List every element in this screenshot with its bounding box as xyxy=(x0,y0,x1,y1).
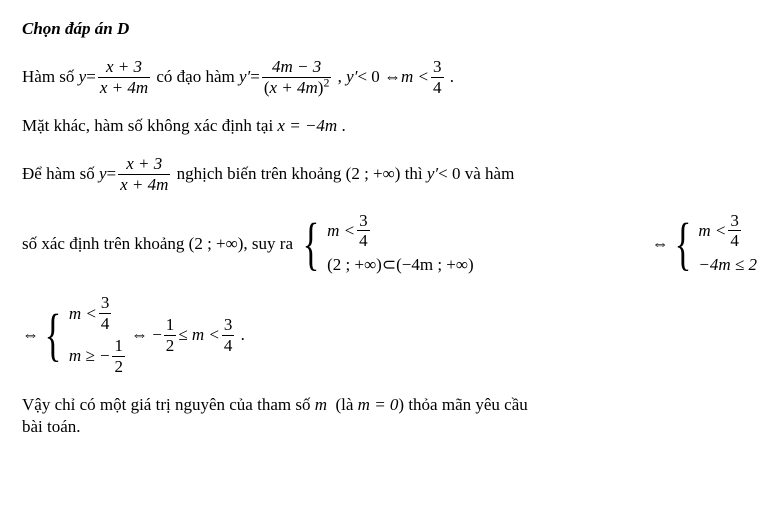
paragraph-6: Vậy chỉ có một giá trị nguyên của tham s… xyxy=(22,394,757,438)
brace-icon: { xyxy=(674,212,691,277)
interval: (2 ; +∞) xyxy=(327,254,382,276)
equals: = xyxy=(107,163,117,185)
var-yprime: y′ xyxy=(239,66,250,88)
iff: ⇔ xyxy=(652,233,669,255)
numerator: 3 xyxy=(728,212,741,230)
numerator: 3 xyxy=(357,212,370,230)
denominator: 4 xyxy=(431,79,444,97)
denominator: 4 xyxy=(728,232,741,250)
equation: m = 0 xyxy=(358,395,399,414)
fraction: x + 3 x + 4m xyxy=(118,155,170,194)
system-right: { m < 3 4 −4m ≤ 2 xyxy=(669,212,757,277)
numerator: x + 3 xyxy=(104,58,144,76)
text: , xyxy=(333,66,346,88)
fraction: 1 2 xyxy=(164,316,177,355)
numerator: 1 xyxy=(164,316,177,334)
equals: = xyxy=(250,66,260,88)
paragraph-1: Hàm số y = x + 3 x + 4m có đạo hàm y′ = … xyxy=(22,58,757,97)
denominator: x + 4m xyxy=(118,176,170,194)
period: . xyxy=(337,115,346,137)
numerator: 3 xyxy=(222,316,235,334)
numerator: x + 3 xyxy=(124,155,164,173)
interval: (2 ; +∞) xyxy=(189,233,244,255)
var-m: m xyxy=(315,395,327,414)
var-y: y xyxy=(79,66,87,88)
case2: m ≥ − xyxy=(69,345,111,367)
den-inner: x + 4m xyxy=(270,78,318,97)
text: thì xyxy=(400,163,426,185)
exponent: 2 xyxy=(323,75,329,89)
numerator: 3 xyxy=(99,294,112,312)
paragraph-4: số xác định trên khoảng (2 ; +∞) , suy r… xyxy=(22,212,757,277)
denominator: (x + 4m)2 xyxy=(262,79,332,97)
interval: (2 ; +∞) xyxy=(346,163,401,185)
system-left: { m < 3 4 (2 ; +∞) ⊂ (−4m ; +∞) xyxy=(297,212,473,277)
text: (là xyxy=(327,395,358,414)
brace-icon: { xyxy=(45,294,62,375)
denominator: 4 xyxy=(222,337,235,355)
denominator: 2 xyxy=(112,358,125,376)
system: { m < 3 4 m ≥ − 1 2 xyxy=(39,294,127,375)
mid: ≤ m < xyxy=(178,324,220,346)
fraction: x + 3 x + 4m xyxy=(98,58,150,97)
case1: m < xyxy=(327,220,355,242)
rel: < 0 xyxy=(438,163,460,185)
text: có đạo hàm xyxy=(152,66,239,88)
paragraph-5: ⇔ { m < 3 4 m ≥ − 1 2 ⇔ − xyxy=(22,294,757,375)
period: . xyxy=(236,324,245,346)
denominator: 4 xyxy=(99,315,112,333)
text: ) thỏa mãn yêu cầu xyxy=(398,395,527,414)
answer-title: Chọn đáp án D xyxy=(22,18,757,40)
subset: ⊂ xyxy=(382,254,396,276)
denominator: 4 xyxy=(357,232,370,250)
text: Để hàm số xyxy=(22,163,99,185)
denominator: x + 4m xyxy=(98,79,150,97)
text: , suy ra xyxy=(243,233,297,255)
text: nghịch biến trên khoảng xyxy=(172,163,345,185)
var-y: y xyxy=(99,163,107,185)
case2: −4m ≤ 2 xyxy=(698,254,757,276)
text: số xác định trên khoảng xyxy=(22,233,189,255)
rel: < 0 ⇔ xyxy=(357,66,401,88)
text: Hàm số xyxy=(22,66,79,88)
mlt: m < xyxy=(401,66,429,88)
fraction: 3 4 xyxy=(431,58,444,97)
paragraph-3: Để hàm số y = x + 3 x + 4m nghịch biến t… xyxy=(22,155,757,194)
text: Mặt khác, hàm số không xác định tại xyxy=(22,115,277,137)
fraction: 3 4 xyxy=(99,294,112,333)
fraction: 3 4 xyxy=(357,212,370,251)
period: . xyxy=(446,66,455,88)
fraction: 3 4 xyxy=(728,212,741,251)
text: Vậy chỉ có một giá trị nguyên của tham s… xyxy=(22,395,315,414)
numerator: 3 xyxy=(431,58,444,76)
paragraph-2: Mặt khác, hàm số không xác định tại x = … xyxy=(22,115,757,137)
var-yprime: y′ xyxy=(427,163,438,185)
fraction: 3 4 xyxy=(222,316,235,355)
var-yprime: y′ xyxy=(346,66,357,88)
text: và hàm xyxy=(461,163,515,185)
interval: (−4m ; +∞) xyxy=(396,254,474,276)
numerator: 1 xyxy=(112,337,125,355)
equation: x = −4m xyxy=(277,115,337,137)
iff: ⇔ − xyxy=(131,324,162,346)
fraction: 1 2 xyxy=(112,337,125,376)
numerator: 4m − 3 xyxy=(270,58,323,76)
brace-icon: { xyxy=(303,212,320,277)
equals: = xyxy=(86,66,96,88)
text: bài toán. xyxy=(22,417,81,436)
denominator: 2 xyxy=(164,337,177,355)
iff: ⇔ xyxy=(22,324,39,346)
case1: m < xyxy=(69,303,97,325)
fraction: 4m − 3 (x + 4m)2 xyxy=(262,58,332,97)
case1: m < xyxy=(698,220,726,242)
